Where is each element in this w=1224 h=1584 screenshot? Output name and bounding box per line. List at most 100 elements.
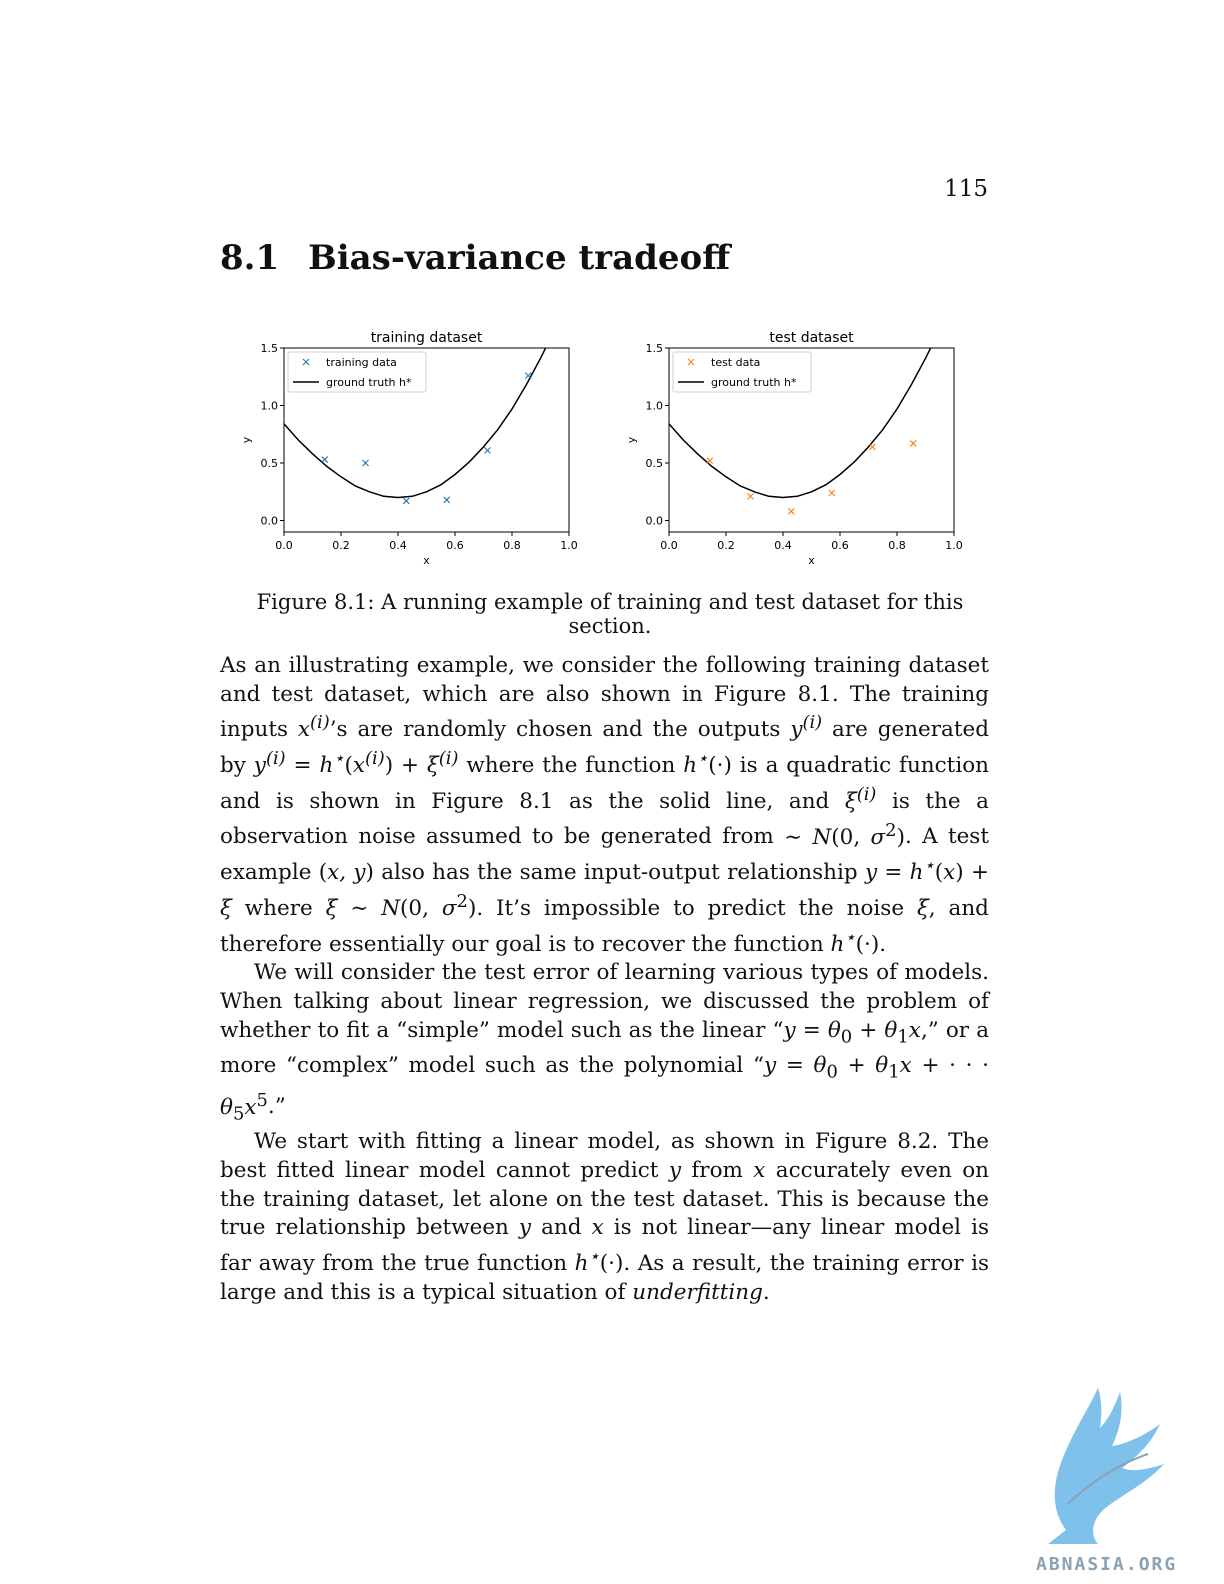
figure-caption: Figure 8.1: A running example of trainin… — [256, 590, 964, 638]
x-tick-label: 1.0 — [945, 539, 963, 552]
paragraph-text: . — [879, 931, 887, 957]
math-inline: (x, y) — [318, 860, 374, 886]
x-tick-label: 0.4 — [389, 539, 407, 552]
data-point — [869, 443, 876, 451]
paragraph-text: We will consider the test error of learn… — [220, 960, 989, 1043]
legend-label: ground truth h* — [711, 376, 797, 389]
chart-title: training dataset — [371, 330, 483, 346]
data-point — [524, 372, 532, 379]
paragraph-text: ,” or a more “complex” model such as the… — [220, 1017, 990, 1078]
figure-8-1: training dataset 0.0 0.2 0.4 0.6 0.8 1.0 0.0 0.5… — [236, 326, 976, 572]
paragraph-text: As an illustrating example, we consider … — [220, 653, 989, 743]
legend: training data ground truth h* — [287, 351, 427, 393]
paragraph-1: As an illustrating example, we consider … — [220, 652, 989, 959]
page-number: 115 — [944, 176, 988, 202]
chart-title: test dataset — [769, 330, 854, 346]
ground-truth-line — [669, 348, 932, 499]
math-inline: ξ ∼ N(0, σ2) — [325, 890, 477, 922]
x-axis-label: x — [808, 554, 815, 567]
data-point — [443, 496, 451, 504]
paragraph-text: are generated by — [220, 717, 989, 779]
y-tick-label: 0.0 — [261, 515, 279, 528]
x-tick-label: 0.4 — [774, 539, 792, 552]
y-tick-label: 1.5 — [646, 342, 664, 355]
x-tick-label: 0.0 — [275, 539, 293, 552]
test-dataset-chart: test dataset 0.0 0.2 0.4 0.6 0.8 1.0 0.0 0.5 1.0 1… — [625, 330, 963, 567]
paragraph-text: from — [680, 1158, 754, 1184]
paragraph-2: We will consider the test error of learn… — [220, 959, 989, 1128]
math-inline: h⋆(·) — [683, 747, 732, 779]
y-axis-label: y — [625, 436, 638, 443]
section-title: Bias-variance tradeoff — [308, 238, 731, 278]
data-point — [484, 446, 491, 454]
x-tick-label: 1.0 — [560, 539, 578, 552]
x-tick-label: 0.6 — [831, 539, 849, 552]
x-tick-label: 0.0 — [660, 539, 678, 552]
paragraph-text: .” — [267, 1094, 286, 1120]
body-text: As an illustrating example, we consider … — [220, 652, 989, 1307]
math-inline: h⋆(·) — [830, 926, 880, 957]
math-inline: y(i) — [790, 712, 823, 743]
math-inline: ξ — [916, 896, 929, 922]
math-inline: y — [668, 1158, 681, 1184]
paragraph-text: also has the same input-output relations… — [373, 860, 865, 886]
y-tick-label: 1.0 — [646, 400, 664, 413]
x-tick-label: 0.2 — [332, 539, 350, 552]
plot-area — [284, 348, 547, 505]
data-point — [747, 492, 754, 500]
x-axis-label: x — [423, 554, 430, 567]
paragraph-text: . It’s impossible to predict the noise — [476, 896, 917, 922]
y-tick-label: 1.0 — [261, 400, 279, 413]
data-point — [909, 440, 917, 447]
legend-box — [672, 351, 812, 393]
math-inline: x(i) — [297, 712, 330, 743]
legend-label: test data — [711, 356, 760, 369]
y-axis-label: y — [240, 436, 253, 443]
x-tick-label: 0.2 — [717, 539, 735, 552]
griffin-logo-icon — [1048, 1388, 1164, 1544]
math-inline: h⋆(·) — [574, 1245, 624, 1276]
plot-area — [669, 348, 932, 515]
training-dataset-chart: training dataset 0.0 0.2 0.4 0.6 0.8 1.0 0.0 0.5… — [240, 330, 578, 567]
paragraph-text: We start with fitting a linear model, as… — [220, 1129, 989, 1184]
legend-marker — [302, 358, 310, 366]
math-inline: y = θ0 + θ1x + · · · θ5x5 — [220, 1052, 990, 1124]
data-point — [321, 456, 329, 463]
math-inline: y — [518, 1215, 532, 1241]
paragraph-text: . A test example — [220, 824, 989, 886]
legend: test data ground truth h* — [672, 351, 812, 393]
paragraph-text: and — [531, 1215, 592, 1241]
legend-marker — [687, 358, 695, 366]
data-point — [706, 457, 714, 465]
emphasis-underfitting: underfitting — [632, 1279, 763, 1305]
paragraph-text: . As a result, the training error is lar… — [220, 1250, 989, 1305]
paragraph-text: ’s are randomly chosen and the outputs — [329, 717, 791, 743]
y-tick-label: 0.5 — [646, 457, 664, 470]
paragraph-text: is a quadratic function and is shown in … — [220, 753, 989, 814]
axes-frame — [283, 347, 570, 533]
paragraph-3: We start with fitting a linear model, as… — [220, 1128, 989, 1307]
section-heading: 8.1 Bias-variance tradeoff — [220, 238, 730, 278]
math-inline: y = θ0 + θ1x — [783, 1017, 921, 1047]
section-number: 8.1 — [220, 238, 280, 278]
x-tick-label: 0.8 — [888, 539, 906, 552]
math-inline: x — [591, 1215, 604, 1241]
legend-label: training data — [326, 356, 397, 369]
data-point — [402, 497, 410, 505]
x-tick-label: 0.8 — [503, 539, 521, 552]
legend-label: ground truth h* — [326, 376, 412, 389]
y-tick-label: 0.5 — [261, 457, 279, 470]
math-inline: y(i) = h⋆(x(i)) + ξ(i) — [253, 747, 459, 779]
paragraph-text: accurately even on the training dataset,… — [220, 1158, 989, 1241]
math-inline: x — [753, 1158, 766, 1184]
legend-box — [287, 351, 427, 393]
math-inline: y = h⋆(x) + ξ — [220, 855, 989, 922]
y-tick-label: 0.0 — [646, 515, 664, 528]
y-tick-label: 1.5 — [261, 342, 279, 355]
data-point — [787, 507, 795, 515]
paragraph-text: . — [762, 1279, 770, 1305]
x-tick-label: 0.6 — [446, 539, 464, 552]
data-point — [362, 459, 369, 467]
paragraph-text: where the function — [458, 753, 684, 779]
paragraph-text: , and therefore essentially our goal is … — [220, 896, 989, 957]
